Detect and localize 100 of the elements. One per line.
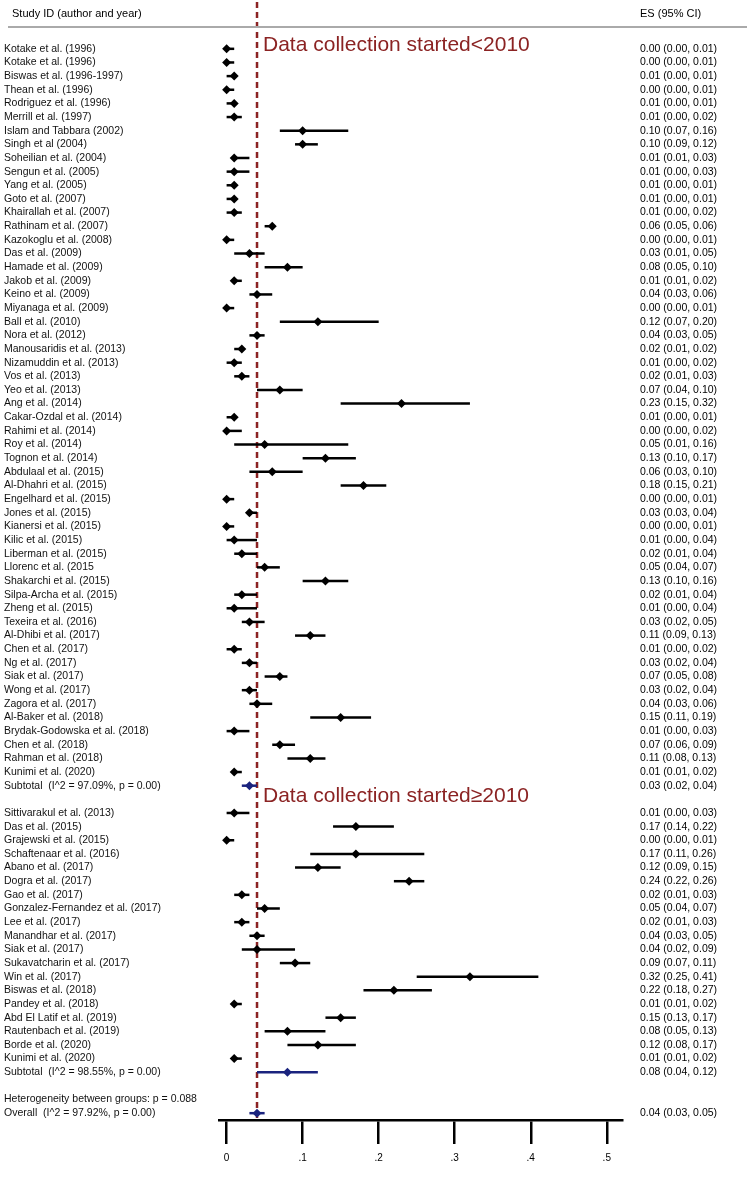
data-label: 0.01 (0.00, 0.01) (640, 178, 718, 191)
y-tick-label: Lee et al. (2017) (4, 915, 81, 928)
data-label: 0.05 (0.01, 0.16) (640, 437, 718, 450)
y-tick-label: Kianersi et al. (2015) (4, 519, 101, 532)
data-label: 0.01 (0.00, 0.03) (640, 723, 718, 736)
data-label: 0.10 (0.09, 0.12) (640, 137, 718, 150)
y-tick-label: Rodriguez et al. (1996) (4, 96, 111, 109)
y-tick-label: Grajewski et al. (2015) (4, 833, 110, 846)
y-tick-label: Abdulaal et al. (2015) (4, 464, 104, 477)
data-label: 0.00 (0.00, 0.01) (640, 41, 718, 54)
y-tick-label: Chen et al. (2018) (4, 737, 89, 750)
data-label: 0.02 (0.01, 0.03) (640, 369, 718, 382)
data-label: 0.01 (0.00, 0.02) (640, 355, 718, 368)
data-label: 0.01 (0.00, 0.04) (640, 601, 718, 614)
y-tick-label: Manousaridis et al. (2013) (4, 341, 126, 354)
data-label: 0.07 (0.06, 0.09) (640, 737, 718, 750)
y-tick-label: Kunimi et al. (2020) (4, 1051, 96, 1064)
y-tick-label: Al-Dhibi et al. (2017) (4, 628, 100, 641)
y-tick-label: Llorenc et al. (2015 (4, 560, 95, 573)
y-tick-label: Siak et al. (2017) (4, 942, 84, 955)
y-tick-label: Al-Dhahri et al. (2015) (4, 478, 107, 491)
data-label: 0.01 (0.00, 0.01) (640, 191, 718, 204)
data-label: 0.09 (0.07, 0.11) (640, 955, 717, 968)
data-label: 0.00 (0.00, 0.01) (640, 519, 718, 532)
y-tick-label: Nizamuddin et al. (2013) (4, 355, 119, 368)
data-label: 0.01 (0.00, 0.02) (640, 642, 718, 655)
y-tick-label: Cakar-Ozdal et al. (2014) (4, 410, 122, 423)
data-label: 0.01 (0.00, 0.03) (640, 805, 718, 818)
y-tick-label: Chen et al. (2017) (4, 642, 89, 655)
y-tick-label: Overall (I^2 = 97.92%, p = 0.00) (4, 1106, 156, 1119)
text: ES (95% CI) (640, 7, 702, 20)
data-label: 0.03 (0.02, 0.04) (640, 655, 718, 668)
data-label: 0.10 (0.07, 0.16) (640, 123, 718, 136)
x-tick-label: .1 (298, 1151, 308, 1163)
data-label: 0.00 (0.00, 0.02) (640, 423, 718, 436)
y-tick-label: Gao et al. (2017) (4, 887, 83, 900)
data-label: 0.02 (0.01, 0.03) (640, 915, 718, 928)
data-label: 0.00 (0.00, 0.01) (640, 492, 718, 505)
y-tick-label: Khairallah et al. (2007) (4, 205, 110, 218)
y-tick-label: Rautenbach et al. (2019) (4, 1024, 120, 1037)
y-tick-label: Das et al. (2015) (4, 819, 82, 832)
data-label: 0.01 (0.01, 0.03) (640, 150, 718, 163)
data-label: 0.12 (0.09, 0.15) (640, 860, 718, 873)
y-tick-label: Nora et al. (2012) (4, 328, 86, 341)
y-tick-label: Ang et al. (2014) (4, 396, 82, 409)
y-axis-title: Study ID (author and year) (12, 7, 142, 20)
y-tick-label: Liberman et al. (2015) (4, 546, 107, 559)
data-label: 0.04 (0.03, 0.06) (640, 287, 718, 300)
y-tick-label: Hamade et al. (2009) (4, 260, 103, 273)
data-label: 0.03 (0.02, 0.04) (640, 683, 718, 696)
data-label: 0.06 (0.05, 0.06) (640, 219, 718, 232)
y-tick-label: Vos et al. (2013) (4, 369, 81, 382)
y-tick-label: Rathinam et al. (2007) (4, 219, 108, 232)
data-label: 0.02 (0.01, 0.03) (640, 887, 718, 900)
data-label: 0.01 (0.00, 0.03) (640, 164, 718, 177)
data-label: 0.01 (0.00, 0.04) (640, 532, 718, 545)
y-tick-label: Miyanaga et al. (2009) (4, 300, 109, 313)
x-tick-label: .4 (526, 1151, 536, 1163)
data-label: 0.00 (0.00, 0.01) (640, 55, 718, 68)
data-label: 0.01 (0.00, 0.02) (640, 109, 718, 122)
y-tick-label: Thean et al. (1996) (4, 82, 93, 95)
y-tick-label: Kilic et al. (2015) (4, 532, 83, 545)
x-tick-label: 0 (223, 1151, 230, 1163)
y-tick-label: Jakob et al. (2009) (4, 273, 91, 286)
data-label: 0.04 (0.03, 0.06) (640, 696, 718, 709)
data-label: 0.23 (0.15, 0.32) (640, 396, 718, 409)
data-label: 0.17 (0.14, 0.22) (640, 819, 718, 832)
y-tick-label: Yeo et al. (2013) (4, 382, 81, 395)
y-tick-label: Rahman et al. (2018) (4, 751, 103, 764)
data-label: 0.22 (0.18, 0.27) (640, 983, 718, 996)
y-tick-label: Kotake et al. (1996) (4, 41, 96, 54)
y-tick-label: Gonzalez-Fernandez et al. (2017) (4, 901, 162, 914)
y-tick-label: Sengun et al. (2005) (4, 164, 100, 177)
y-tick-label: Manandhar et al. (2017) (4, 928, 117, 941)
data-label: 0.04 (0.02, 0.09) (640, 942, 718, 955)
y-tick-label: Heterogeneity between groups: p = 0.088 (4, 1092, 198, 1105)
data-label: 0.00 (0.00, 0.01) (640, 833, 718, 846)
data-label: 0.01 (0.01, 0.02) (640, 273, 718, 286)
y-tick-label: Merrill et al. (1997) (4, 109, 92, 122)
y-tick-label: Kotake et al. (1996) (4, 55, 96, 68)
data-label: 0.00 (0.00, 0.01) (640, 232, 718, 245)
data-label: 0.08 (0.04, 0.12) (640, 1065, 718, 1078)
data-label: 0.12 (0.08, 0.17) (640, 1037, 718, 1050)
data-label: 0.08 (0.05, 0.13) (640, 1024, 718, 1037)
y-tick-label: Sukavatcharin et al. (2017) (4, 955, 130, 968)
data-label: 0.03 (0.03, 0.04) (640, 505, 718, 518)
x-tick-label: .5 (602, 1151, 612, 1163)
data-label: 0.00 (0.00, 0.01) (640, 82, 718, 95)
annotation: Data collection started<2010 (263, 32, 530, 56)
y-tick-label: Pandey et al. (2018) (4, 996, 99, 1009)
y-tick-label: Yang et al. (2005) (4, 178, 87, 191)
data-label: 0.03 (0.01, 0.05) (640, 246, 718, 259)
data-label: 0.04 (0.03, 0.05) (640, 1106, 718, 1119)
y-tick-label: Zagora et al. (2017) (4, 696, 97, 709)
y-tick-label: Win et al. (2017) (4, 969, 82, 982)
y-tick-label: Islam and Tabbara (2002) (4, 123, 124, 136)
data-label: 0.11 (0.08, 0.13) (640, 751, 717, 764)
y-tick-label: Das et al. (2009) (4, 246, 82, 259)
data-label: 0.01 (0.01, 0.02) (640, 1051, 718, 1064)
data-label: 0.02 (0.01, 0.04) (640, 546, 718, 559)
